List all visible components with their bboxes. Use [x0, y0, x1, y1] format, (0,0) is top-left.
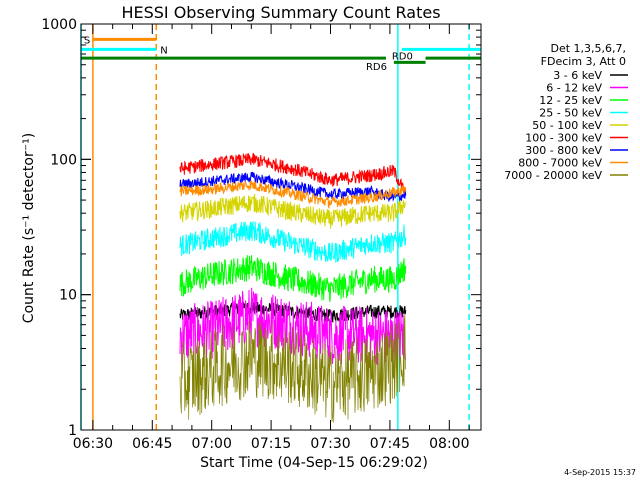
legend-label-6: 100 - 300 keV — [525, 132, 602, 145]
x-tick-label-3: 07:00 — [192, 436, 232, 452]
flag-label-2: N — [160, 45, 167, 56]
flag-label-5: RD0 — [392, 51, 413, 62]
x-axis-label: Start Time (04-Sep-15 06:29:02) — [200, 455, 428, 471]
x-tick-label-5: 07:30 — [310, 436, 350, 452]
legend-label-1: 3 - 6 keV — [553, 69, 602, 82]
legend-header-line-1: Det 1,3,5,6,7, — [550, 42, 626, 55]
series-line-6 — [179, 152, 407, 197]
flag-label-1: S — [84, 35, 90, 46]
timestamp: 4-Sep-2015 15:37 — [564, 468, 636, 477]
x-tick-label-7: 08:00 — [429, 436, 469, 452]
y-tick-label-4: 1000 — [41, 17, 77, 33]
y-tick-label-1: 1 — [68, 423, 77, 439]
x-tick-label-1: 06:30 — [73, 436, 113, 452]
series-line-9 — [179, 314, 407, 423]
y-axis-label: Count Rate (s⁻¹ detector⁻¹) — [21, 133, 37, 323]
series-line-8 — [179, 180, 407, 210]
series-line-7 — [179, 171, 407, 202]
series-line-1 — [179, 301, 407, 323]
chart-title: HESSI Observing Summary Count Rates — [121, 3, 440, 22]
legend-label-3: 12 - 25 keV — [539, 94, 602, 107]
legend-label-4: 25 - 50 keV — [539, 107, 602, 120]
legend-label-7: 300 - 800 keV — [525, 144, 602, 157]
legend-label-2: 6 - 12 keV — [546, 82, 602, 95]
plot-frame — [80, 23, 482, 431]
series-line-5 — [179, 194, 407, 229]
series-line-4 — [179, 221, 407, 263]
legend-header-line-2: FDecim 3, Att 0 — [541, 55, 626, 68]
y-tick-label-3: 100 — [50, 152, 77, 168]
legend-label-8: 800 - 7000 keV — [518, 157, 602, 170]
x-tick-label-6: 07:45 — [370, 436, 410, 452]
series-line-3 — [179, 255, 407, 303]
y-tick-label-2: 10 — [59, 288, 77, 304]
x-tick-label-4: 07:15 — [251, 436, 291, 452]
flag-label-4: RD6 — [366, 62, 387, 73]
x-tick-label-2: 06:45 — [132, 436, 172, 452]
legend-label-5: 50 - 100 keV — [532, 119, 602, 132]
legend-label-9: 7000 - 20000 keV — [504, 169, 602, 182]
